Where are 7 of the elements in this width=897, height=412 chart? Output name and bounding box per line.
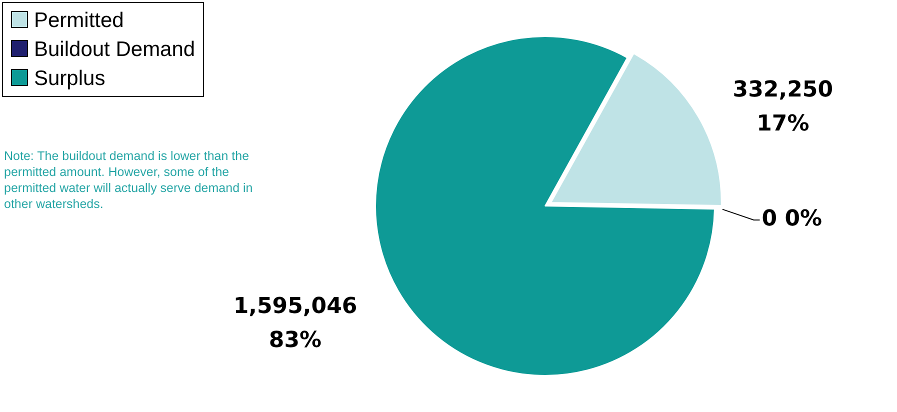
data-label: 1,595,046 83% [233,294,358,354]
text: Note: The buildout demand is lower than the permitted amount. However, some of the permitted water will actually serve demand in other watersheds. [4,148,254,212]
legend-label: Surplus [34,67,106,90]
legend-label: Buildout Demand [34,38,196,61]
data-label: 332,250 17% [732,77,834,136]
text: 0 0% [762,206,822,232]
legend-label: Permitted [34,9,124,32]
